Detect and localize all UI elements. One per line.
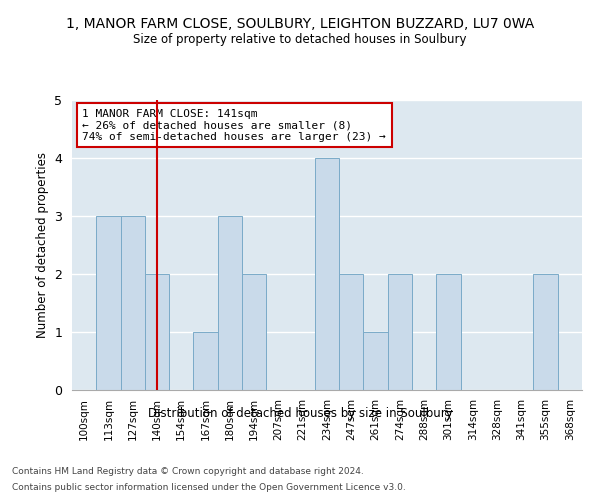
Bar (364, 332, 388, 390)
Bar (193, 332, 218, 390)
Text: 1, MANOR FARM CLOSE, SOULBURY, LEIGHTON BUZZARD, LU7 0WA: 1, MANOR FARM CLOSE, SOULBURY, LEIGHTON … (66, 18, 534, 32)
Text: 1 MANOR FARM CLOSE: 141sqm
← 26% of detached houses are smaller (8)
74% of semi-: 1 MANOR FARM CLOSE: 141sqm ← 26% of deta… (82, 108, 386, 142)
Y-axis label: Number of detached properties: Number of detached properties (36, 152, 49, 338)
Bar (96, 216, 121, 390)
Bar (218, 216, 242, 390)
Bar (242, 274, 266, 390)
Text: Contains public sector information licensed under the Open Government Licence v3: Contains public sector information licen… (12, 482, 406, 492)
Bar (388, 274, 412, 390)
Bar (315, 158, 339, 390)
Bar (145, 274, 169, 390)
Bar (436, 274, 461, 390)
Text: Contains HM Land Registry data © Crown copyright and database right 2024.: Contains HM Land Registry data © Crown c… (12, 468, 364, 476)
Text: Size of property relative to detached houses in Soulbury: Size of property relative to detached ho… (133, 32, 467, 46)
Bar (533, 274, 558, 390)
Text: Distribution of detached houses by size in Soulbury: Distribution of detached houses by size … (148, 408, 452, 420)
Bar (121, 216, 145, 390)
Bar (339, 274, 364, 390)
